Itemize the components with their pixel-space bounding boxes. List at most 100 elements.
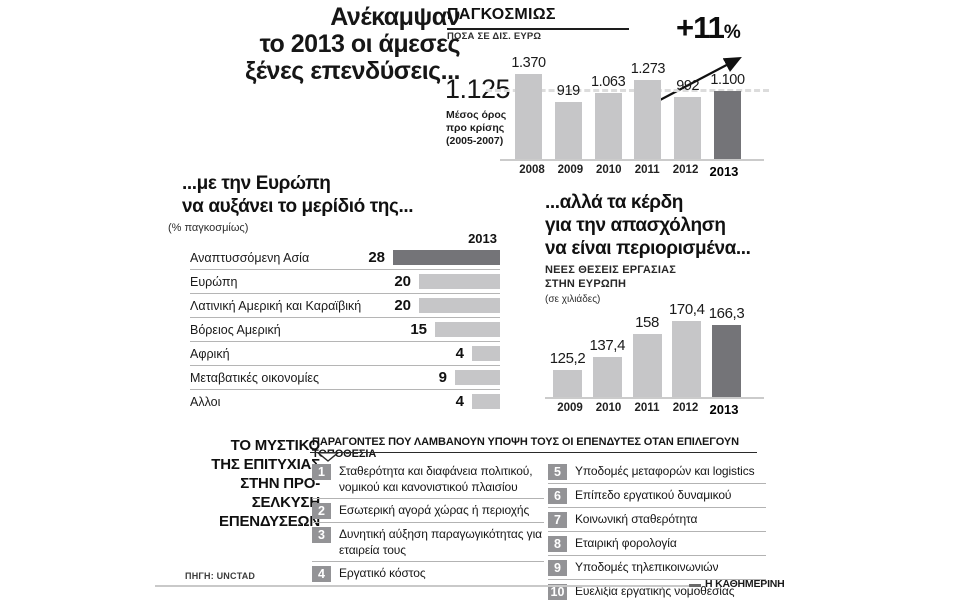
factors-side-title-line1: ΤΟ ΜΥΣΤΙΚΟ: [230, 437, 321, 454]
pre-crisis-average-caption: Μέσος όρος προ κρίσης (2005-2007): [446, 109, 506, 148]
bar: [553, 370, 582, 397]
share-bar: [472, 346, 500, 361]
axis-year-label: 2009: [557, 164, 584, 176]
share-value: 4: [455, 393, 464, 410]
factors-side-title-line3: ΣΤΗΝ ΠΡΟ-: [240, 475, 320, 492]
bar: [634, 80, 662, 159]
bar: [592, 357, 622, 397]
factor-rank-badge: 6: [548, 488, 567, 504]
axis-year-label: 2013: [709, 402, 739, 417]
bar-value-label: 1.370: [511, 55, 546, 71]
bar-value-label: 1.273: [630, 61, 666, 77]
share-row-3: Λατινική Αμερική και Καραϊβική 20: [190, 293, 500, 317]
world-chart-title: ΠΑΓΚΟΣΜΙΩΣ: [447, 6, 629, 30]
factor-row-6: 6 Επίπεδο εργατικού δυναμικού: [548, 483, 766, 507]
share-bar: [419, 298, 500, 313]
factor-row-8: 8 Εταιρική φορολογία: [548, 531, 766, 555]
trend-arrow-icon: [659, 56, 742, 101]
bar-value-label: 170,4: [668, 301, 705, 318]
jobs-x-axis-labels: 2009 2010 2011 2012 2013: [553, 402, 741, 417]
factor-rank-badge: 1: [312, 464, 331, 480]
factors-side-title-line4: ΣΕΛΚΥΣΗ: [251, 494, 320, 511]
jobs-chart-title: ...αλλά τα κέρδη για την απασχόληση να ε…: [545, 191, 751, 260]
share-category-label: Ευρώπη: [190, 274, 238, 289]
factor-rank-badge: 4: [312, 566, 331, 582]
bar-group-2013: 1.100: [710, 72, 745, 159]
jobs-subtitle-line2: ΣΤΗΝ ΕΥΡΩΠΗ: [545, 278, 627, 290]
share-row-6: Μεταβατικές οικονομίες 9: [190, 365, 500, 389]
source-credit: ΠΗΓΗ: UNCTAD: [185, 571, 256, 581]
factor-rank-badge: 2: [312, 503, 331, 519]
factor-text: Σταθερότητα και διαφάνεια πολιτικού, νομ…: [339, 464, 533, 494]
factors-list-header: ΠΑΡΑΓΟΝΤΕΣ ΠΟΥ ΛΑΜΒΑΝΟΥΝ ΥΠΟΨΗ ΤΟΥΣ ΟΙ Ε…: [312, 436, 739, 460]
pre-crisis-caption-line1: Μέσος όρος: [446, 109, 507, 121]
factor-row-5: 5 Υποδομές μεταφορών και logistics: [548, 460, 766, 483]
bar: [515, 74, 542, 159]
share-category-label: Μεταβατικές οικονομίες: [190, 370, 319, 385]
footer-brand-dash: [689, 584, 701, 587]
factor-rank-badge: 3: [312, 527, 331, 543]
jobs-title-line3: να είναι περιορισμένα...: [545, 238, 751, 259]
factor-row-7: 7 Κοινωνική σταθερότητα: [548, 507, 766, 531]
share-bar: [393, 250, 500, 265]
bar-value-label: 1.063: [590, 74, 626, 90]
jobs-title-line2: για την απασχόληση: [545, 215, 726, 236]
bar-group-2013: 166,3: [709, 305, 745, 397]
factor-row-4: 4 Εργατικό κόστος: [312, 561, 544, 585]
bar-group-2008: 1.370: [511, 55, 546, 159]
world-change-value: +11: [676, 10, 725, 45]
europe-share-title: ...με την Ευρώπη να αυξάνει το μερίδιό τ…: [182, 172, 414, 218]
bar: [674, 97, 702, 159]
axis-year-label: 2012: [672, 164, 699, 176]
factor-text: Ευελιξία εργατικής νομοθεσίας: [575, 584, 735, 598]
share-bar: [419, 274, 500, 289]
share-bar: [435, 322, 500, 337]
bar: [594, 93, 622, 159]
factor-row-3: 3 Δυνητική αύξηση παραγωγικότητας για ετα…: [312, 522, 544, 561]
factor-text: Εταιρική φορολογία: [575, 536, 677, 550]
share-value: 20: [394, 297, 411, 314]
bar-group-2012: 992: [674, 78, 702, 159]
bar-value-label: 919: [556, 83, 580, 99]
bar: [712, 325, 741, 397]
world-bars-plot: 1.370 919 1.063 1.273 992 1.100: [511, 55, 745, 159]
jobs-bars-plot: 125,2 137,4 158 170,4 166,3: [550, 301, 745, 397]
factor-rank-badge: 5: [548, 464, 567, 480]
share-row-5: Αφρική 4: [190, 341, 500, 365]
main-headline-line1: Ανέκαμψαν: [330, 3, 460, 31]
share-category-label: Αναπτυσσόμενη Ασία: [190, 250, 310, 265]
bar-group-2009: 125,2: [550, 350, 586, 397]
bar-value-label: 1.100: [710, 72, 745, 88]
header-notch-icon: [317, 452, 340, 462]
share-category-label: Αλλοι: [190, 394, 221, 409]
share-bar: [472, 394, 500, 409]
factors-header-rule: [310, 452, 757, 453]
bar-value-label: 125,2: [549, 350, 586, 367]
factor-rank-badge: 8: [548, 536, 567, 552]
factors-side-title-line5: ΕΠΕΝΔΥΣΕΩΝ: [219, 513, 320, 530]
factor-text: Δυνητική αύξηση παραγωγικότητας για εται…: [339, 527, 542, 557]
factor-row-10: 10 Ευελιξία εργατικής νομοθεσίας: [548, 579, 766, 600]
axis-year-label: 2010: [595, 402, 622, 414]
bar: [632, 334, 662, 397]
share-value: 9: [438, 369, 447, 386]
factor-row-1: 1 Σταθερότητα και διαφάνεια πολιτικού, νο…: [312, 460, 544, 498]
axis-year-label: 2011: [634, 164, 660, 176]
share-row-4: Βόρειος Αμερική 15: [190, 317, 500, 341]
share-category-label: Λατινική Αμερική και Καραϊβική: [190, 298, 362, 313]
axis-year-label: 2012: [672, 402, 699, 414]
factor-text: Υποδομές τηλεπικοινωνιών: [575, 560, 719, 574]
share-category-label: Βόρειος Αμερική: [190, 322, 281, 337]
axis-year-label: 2009: [557, 402, 583, 414]
bar-group-2009: 919: [554, 83, 582, 159]
axis-year-label: 2010: [595, 164, 622, 176]
jobs-chart-unit: (σε χιλιάδες): [545, 294, 601, 305]
jobs-chart-subtitle: ΝΕΕΣ ΘΕΣΕΙΣ ΕΡΓΑΣΙΑΣ ΣΤΗΝ ΕΥΡΩΠΗ: [545, 263, 676, 291]
factor-text: Επίπεδο εργατικού δυναμικού: [575, 488, 732, 502]
bar-value-label: 158: [635, 314, 659, 331]
newspaper-brand: Η ΚΑΘΗΜΕΡΙΝΗ: [705, 578, 785, 590]
axis-year-label: 2013: [709, 164, 739, 179]
pre-crisis-caption-line3: (2005-2007): [446, 135, 504, 147]
factors-side-title-line2: ΤΗΣ ΕΠΙΤΥΧΙΑΣ: [211, 456, 320, 473]
share-value: 28: [368, 249, 385, 266]
